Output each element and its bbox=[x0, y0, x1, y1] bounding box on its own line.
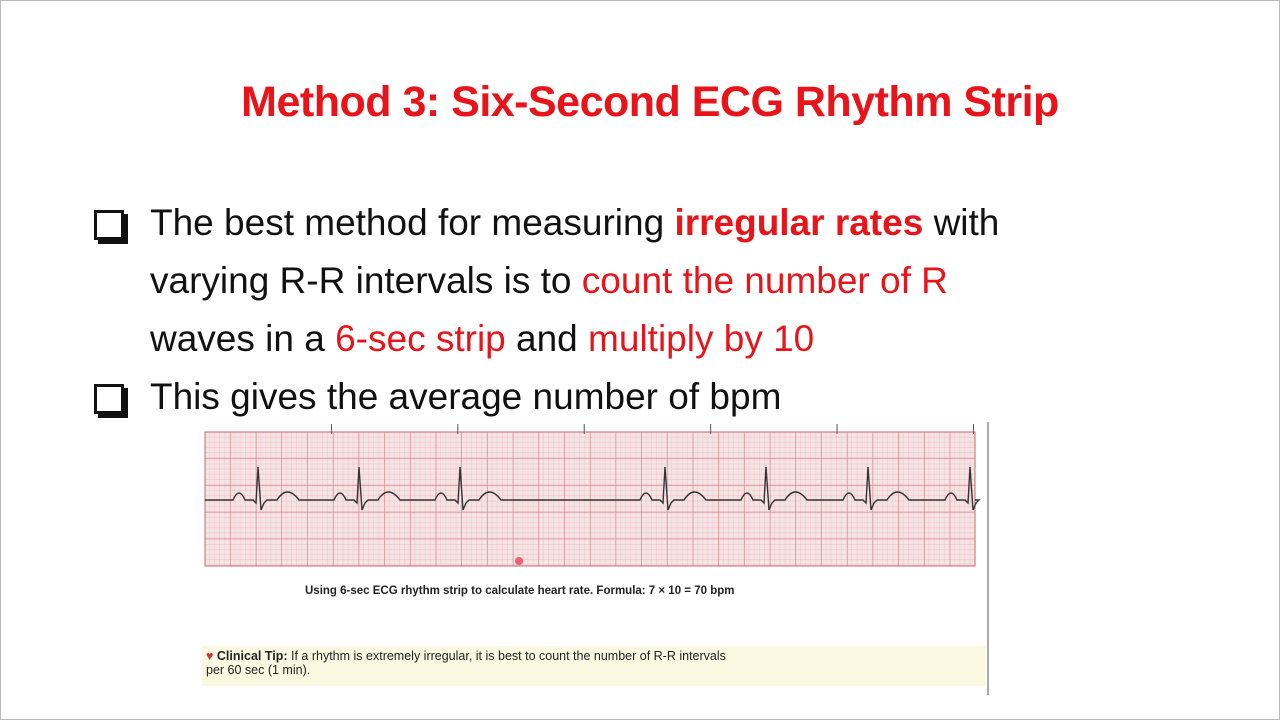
checkbox-bullet-icon bbox=[94, 384, 124, 414]
slide-title: Method 3: Six-Second ECG Rhythm Strip bbox=[241, 78, 1059, 126]
bullet-1-line-3: waves in a 6-sec strip and multiply by 1… bbox=[150, 318, 815, 359]
tip-text: If a rhythm is extremely irregular, it i… bbox=[287, 649, 726, 663]
figure-caption: Using 6-sec ECG rhythm strip to calculat… bbox=[305, 585, 735, 597]
tip-text-2: per 60 sec (1 min). bbox=[206, 663, 311, 677]
ecg-grid bbox=[204, 431, 976, 567]
bullet-2-text: This gives the average number of bpm bbox=[150, 376, 782, 417]
clinical-tip: ♥ Clinical Tip: If a rhythm is extremely… bbox=[202, 646, 986, 686]
checkbox-bullet-icon bbox=[94, 210, 124, 240]
bullet-1-line-2: varying R-R intervals is to count the nu… bbox=[150, 260, 948, 301]
bullet-1-line-1: The best method for measuring irregular … bbox=[150, 202, 1000, 243]
tip-label: Clinical Tip: bbox=[216, 649, 288, 663]
divider-line bbox=[987, 422, 989, 695]
ecg-trace bbox=[205, 466, 981, 511]
second-ticks bbox=[330, 424, 974, 434]
heart-icon: ♥ bbox=[206, 649, 214, 663]
marker-dot bbox=[515, 557, 523, 565]
